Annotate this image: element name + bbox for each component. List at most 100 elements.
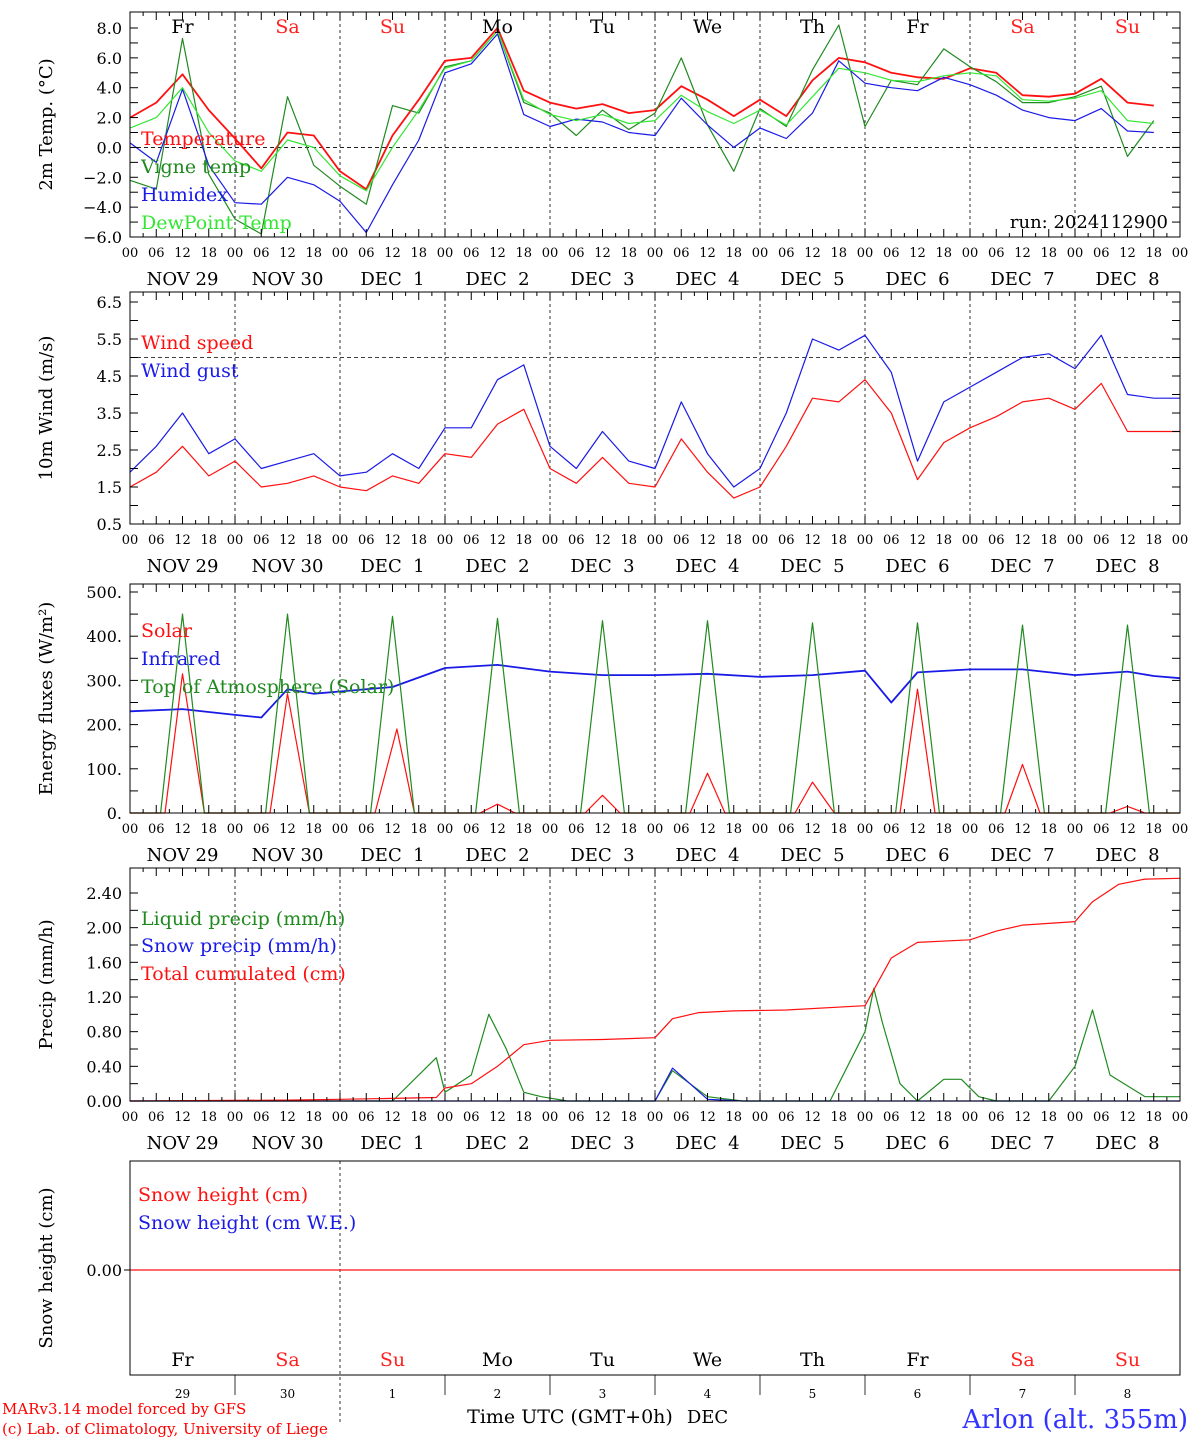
date-label: NOV 30 xyxy=(252,845,324,866)
hour-label: 12 xyxy=(174,822,191,837)
date-label: DEC 1 xyxy=(360,269,424,290)
hour-label: 12 xyxy=(909,822,926,837)
hour-label: 12 xyxy=(279,822,296,837)
hour-label: 06 xyxy=(568,533,585,548)
hour-label: 06 xyxy=(778,822,795,837)
hour-label: 12 xyxy=(384,533,401,548)
hour-label: 18 xyxy=(620,246,637,261)
date-label: NOV 29 xyxy=(147,269,219,290)
hour-label: 00 xyxy=(1172,1110,1189,1125)
y-tick-label: 4.5 xyxy=(97,367,122,386)
day-label: Su xyxy=(380,1349,405,1371)
y-tick-label: 200. xyxy=(86,716,122,735)
hour-label: 12 xyxy=(699,246,716,261)
series-line xyxy=(129,664,1181,719)
hour-label: 12 xyxy=(699,533,716,548)
hour-label: 00 xyxy=(1067,246,1084,261)
date-label: DEC 6 xyxy=(885,845,949,866)
date-label: DEC 3 xyxy=(570,269,634,290)
hour-label: 06 xyxy=(673,822,690,837)
series-line xyxy=(129,379,1180,499)
hour-label: 06 xyxy=(253,533,270,548)
date-label: DEC 7 xyxy=(990,845,1054,866)
hour-label: 00 xyxy=(962,1110,979,1125)
hour-label: 00 xyxy=(437,822,454,837)
hour-label: 18 xyxy=(515,533,532,548)
y-tick-label: 300. xyxy=(86,671,122,690)
hour-label: 12 xyxy=(1014,246,1031,261)
y-tick-label: 2.40 xyxy=(86,884,122,903)
date-label: DEC 2 xyxy=(465,269,529,290)
hour-label: 12 xyxy=(174,246,191,261)
y-tick-label: 8.0 xyxy=(97,19,122,38)
hour-label: 18 xyxy=(620,533,637,548)
hour-label: 00 xyxy=(752,533,769,548)
hour-label: 00 xyxy=(227,822,244,837)
date-label: DEC 2 xyxy=(465,556,529,577)
hour-label: 12 xyxy=(909,533,926,548)
hour-label: 00 xyxy=(1067,533,1084,548)
hour-label: 00 xyxy=(542,533,559,548)
y-tick-label: 5.5 xyxy=(97,330,122,349)
x-axis-label: Time UTC (GMT+0h) xyxy=(467,1406,673,1428)
hour-label: 06 xyxy=(673,533,690,548)
hour-label: 00 xyxy=(122,246,139,261)
day-number: 29 xyxy=(175,1387,190,1401)
series-line xyxy=(129,30,1154,192)
y-tick-label: 4.0 xyxy=(97,79,122,98)
hour-label: 00 xyxy=(227,1110,244,1125)
date-label: DEC 7 xyxy=(990,1133,1054,1154)
date-label: DEC 4 xyxy=(675,1133,739,1154)
hour-label: 18 xyxy=(305,1110,322,1125)
day-label: Tu xyxy=(590,1349,615,1371)
hour-label: 18 xyxy=(1145,1110,1162,1125)
hour-label: 12 xyxy=(384,246,401,261)
y-axis-label: Energy fluxes (W/m²) xyxy=(36,602,57,796)
date-label: DEC 3 xyxy=(570,1133,634,1154)
day-label: Th xyxy=(800,16,825,38)
y-tick-label: 6.0 xyxy=(97,49,122,68)
y-tick-label: 3.5 xyxy=(97,404,122,423)
day-label: Tu xyxy=(590,16,615,38)
panel-frame xyxy=(129,11,1181,238)
hour-label: 18 xyxy=(200,1110,217,1125)
day-label: We xyxy=(693,1349,722,1371)
hour-label: 06 xyxy=(778,246,795,261)
date-label: NOV 29 xyxy=(147,1133,219,1154)
legend-entry: Snow height (cm W.E.) xyxy=(138,1212,356,1234)
hour-label: 12 xyxy=(174,1110,191,1125)
date-label: DEC 8 xyxy=(1095,269,1159,290)
y-tick-label: 0.00 xyxy=(86,1261,122,1280)
hour-label: 00 xyxy=(962,246,979,261)
date-label: DEC 5 xyxy=(780,1133,844,1154)
hour-label: 12 xyxy=(1014,822,1031,837)
hour-label: 00 xyxy=(1172,246,1189,261)
hour-label: 12 xyxy=(1119,533,1136,548)
hour-label: 06 xyxy=(358,822,375,837)
series-line xyxy=(129,877,1181,1102)
day-number: 3 xyxy=(599,1387,607,1401)
hour-label: 00 xyxy=(437,533,454,548)
y-axis-label: 2m Temp. (°C) xyxy=(36,58,57,190)
day-label: Su xyxy=(1115,1349,1140,1371)
hour-label: 06 xyxy=(988,822,1005,837)
hour-label: 18 xyxy=(725,533,742,548)
date-label: DEC 4 xyxy=(675,556,739,577)
series-line xyxy=(129,24,1155,235)
hour-label: 00 xyxy=(332,533,349,548)
date-label: NOV 30 xyxy=(252,269,324,290)
hour-label: 06 xyxy=(1093,822,1110,837)
legend-entry: Vigne temp xyxy=(140,156,251,178)
run-annotation: run: 2024112900 xyxy=(1010,212,1168,233)
day-label: Fr xyxy=(171,16,194,38)
day-number: 2 xyxy=(494,1387,502,1401)
hour-label: 06 xyxy=(463,822,480,837)
date-label: DEC 7 xyxy=(990,269,1054,290)
hour-label: 00 xyxy=(752,246,769,261)
hour-label: 18 xyxy=(410,246,427,261)
hour-label: 18 xyxy=(935,822,952,837)
hour-label: 18 xyxy=(1040,533,1057,548)
hour-label: 06 xyxy=(1093,1110,1110,1125)
hour-label: 00 xyxy=(227,533,244,548)
